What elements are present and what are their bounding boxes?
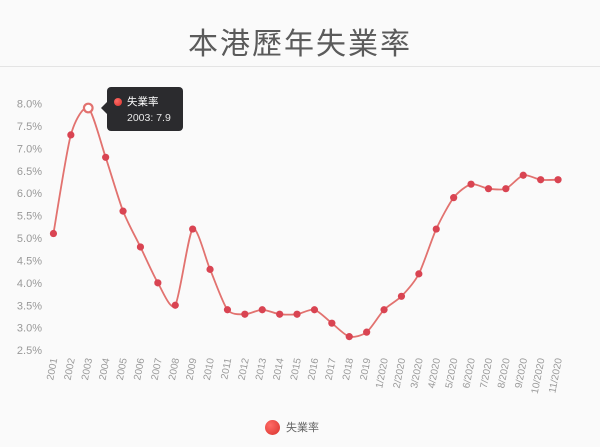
svg-text:4.0%: 4.0% bbox=[17, 278, 42, 290]
svg-text:11/2020: 11/2020 bbox=[547, 357, 565, 394]
svg-text:2.5%: 2.5% bbox=[17, 345, 42, 357]
svg-text:2012: 2012 bbox=[237, 357, 252, 381]
svg-text:2018: 2018 bbox=[341, 357, 356, 381]
svg-text:2008: 2008 bbox=[167, 357, 182, 381]
svg-text:9/2020: 9/2020 bbox=[513, 357, 530, 390]
svg-text:3.0%: 3.0% bbox=[17, 323, 42, 335]
svg-text:4.5%: 4.5% bbox=[17, 255, 42, 267]
svg-text:2014: 2014 bbox=[271, 357, 286, 381]
svg-text:2001: 2001 bbox=[45, 357, 60, 381]
svg-text:2002: 2002 bbox=[63, 357, 78, 381]
svg-text:10/2020: 10/2020 bbox=[530, 357, 548, 395]
svg-text:2005: 2005 bbox=[115, 357, 130, 381]
svg-text:5/2020: 5/2020 bbox=[444, 357, 461, 390]
svg-text:2011: 2011 bbox=[219, 357, 234, 381]
svg-text:2010: 2010 bbox=[202, 357, 217, 381]
svg-text:2004: 2004 bbox=[97, 357, 112, 381]
svg-text:8.0%: 8.0% bbox=[17, 99, 42, 111]
svg-text:2003: 2003 bbox=[80, 357, 95, 381]
svg-text:2017: 2017 bbox=[324, 357, 339, 381]
svg-text:4/2020: 4/2020 bbox=[426, 357, 443, 390]
svg-text:5.5%: 5.5% bbox=[17, 211, 42, 223]
svg-text:6/2020: 6/2020 bbox=[461, 357, 478, 390]
svg-text:7.0%: 7.0% bbox=[17, 143, 42, 155]
svg-text:5.0%: 5.0% bbox=[17, 233, 42, 245]
svg-text:3/2020: 3/2020 bbox=[409, 357, 426, 390]
svg-text:3.5%: 3.5% bbox=[17, 300, 42, 312]
svg-text:1/2020: 1/2020 bbox=[374, 357, 391, 390]
svg-text:2013: 2013 bbox=[254, 357, 269, 381]
svg-text:6.5%: 6.5% bbox=[17, 166, 42, 178]
svg-text:2015: 2015 bbox=[289, 357, 304, 381]
svg-text:2009: 2009 bbox=[184, 357, 199, 381]
svg-text:6.0%: 6.0% bbox=[17, 188, 42, 200]
svg-text:2007: 2007 bbox=[150, 357, 165, 381]
svg-text:2019: 2019 bbox=[358, 357, 373, 381]
svg-text:7/2020: 7/2020 bbox=[479, 357, 496, 390]
svg-text:8/2020: 8/2020 bbox=[496, 357, 513, 390]
svg-text:2016: 2016 bbox=[306, 357, 321, 381]
svg-text:7.5%: 7.5% bbox=[17, 121, 42, 133]
svg-text:2006: 2006 bbox=[132, 357, 147, 381]
svg-text:2/2020: 2/2020 bbox=[392, 357, 409, 390]
